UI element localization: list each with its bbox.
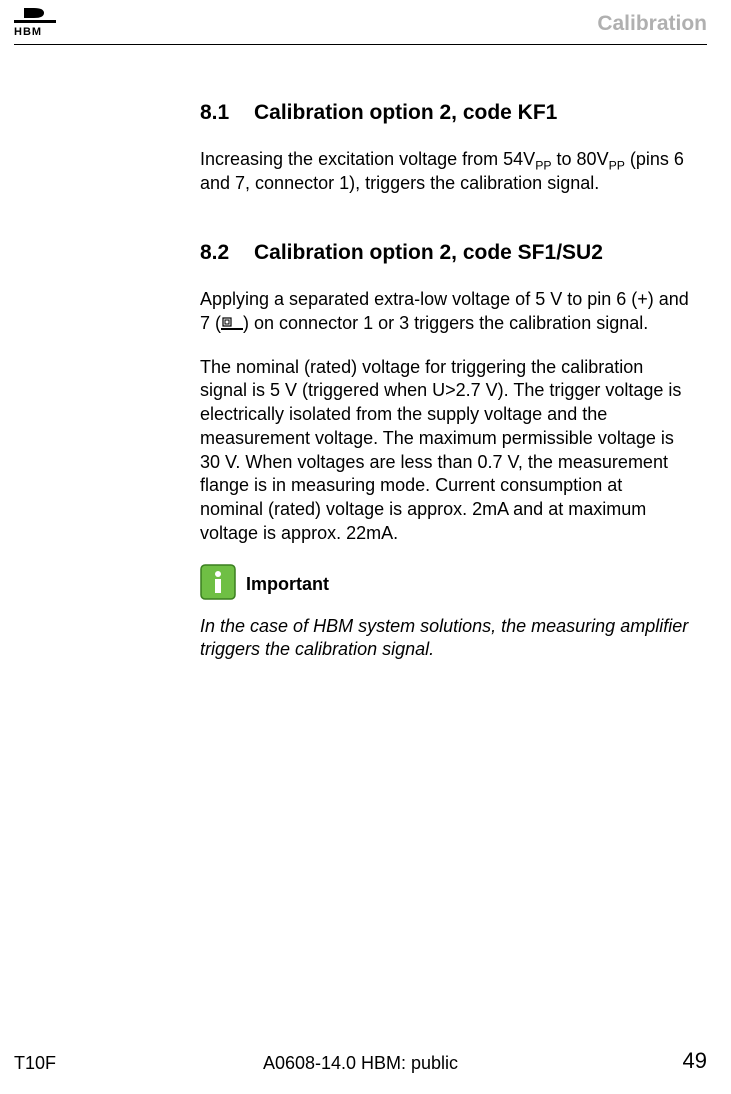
- section-gap: [200, 214, 690, 240]
- info-icon: [200, 564, 236, 605]
- chapter-title: Calibration: [597, 12, 707, 36]
- section-8-2-para-2: The nominal (rated) voltage for triggeri…: [200, 356, 690, 546]
- section-8-1-para-1: Increasing the excitation voltage from 5…: [200, 148, 690, 196]
- section-8-2-para-1: Applying a separated extra-low voltage o…: [200, 288, 690, 338]
- section-title: Calibration option 2, code SF1/SU2: [254, 241, 603, 264]
- page: HBM Calibration 8.1Calibration option 2,…: [0, 0, 731, 1094]
- section-8-1-heading: 8.1Calibration option 2, code KF1: [200, 100, 690, 126]
- page-header: HBM Calibration: [14, 8, 707, 44]
- footer-center: A0608-14.0 HBM: public: [14, 1053, 707, 1074]
- note-heading: Important: [200, 564, 690, 605]
- svg-text:HBM: HBM: [14, 26, 42, 36]
- header-rule: [14, 44, 707, 45]
- page-number: 49: [683, 1048, 707, 1074]
- section-number: 8.1: [200, 100, 254, 126]
- main-content: 8.1Calibration option 2, code KF1 Increa…: [200, 100, 690, 662]
- note-text: In the case of HBM system solutions, the…: [200, 615, 690, 663]
- section-number: 8.2: [200, 240, 254, 266]
- ground-icon: [221, 314, 243, 338]
- section-8-2-heading: 8.2Calibration option 2, code SF1/SU2: [200, 240, 690, 266]
- hbm-logo: HBM: [14, 8, 56, 41]
- note-label: Important: [246, 574, 329, 595]
- section-title: Calibration option 2, code KF1: [254, 101, 557, 124]
